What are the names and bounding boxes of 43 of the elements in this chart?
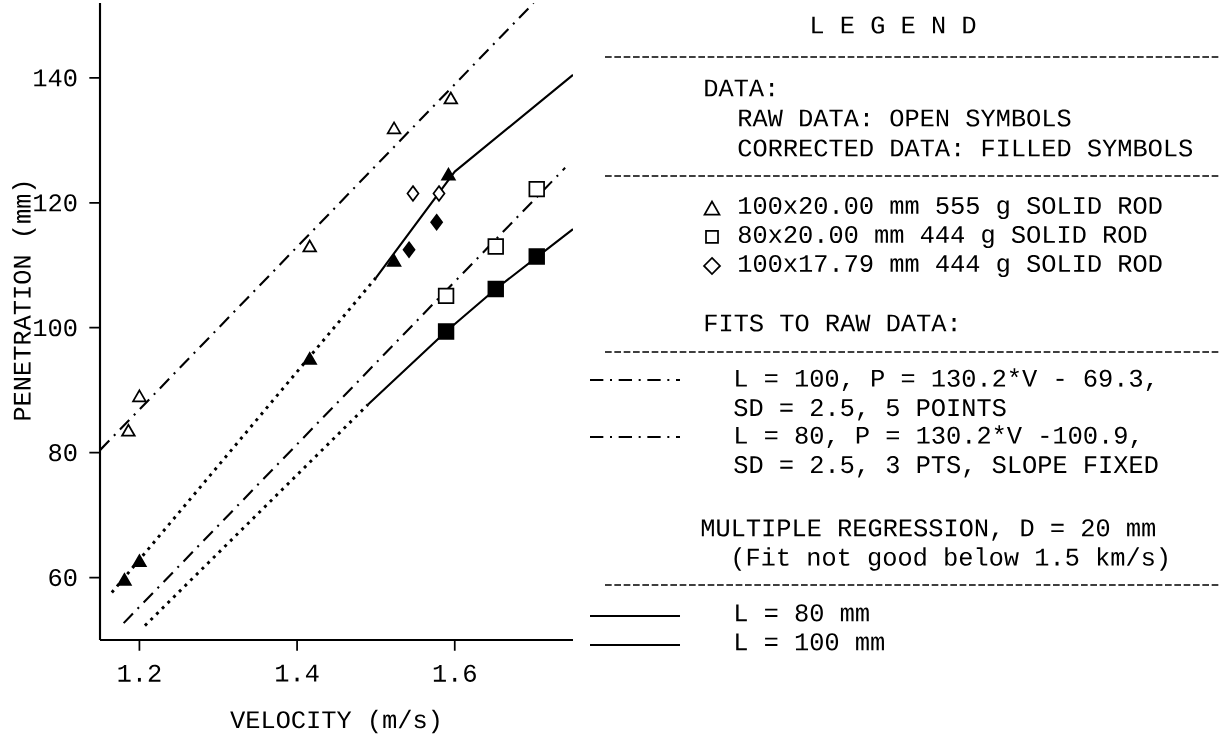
point xyxy=(302,352,317,365)
point xyxy=(441,167,456,181)
x-tick-label: 1.4 xyxy=(276,664,319,682)
point xyxy=(117,573,132,586)
point xyxy=(302,239,317,253)
legend-label: L = 80 mm xyxy=(736,604,869,622)
legend-label: L = 100 mm xyxy=(736,633,884,651)
point xyxy=(432,185,446,202)
x-axis-title: VELOCITY (m/s) xyxy=(230,709,439,734)
point xyxy=(528,180,545,198)
x-tick-label: 1.2 xyxy=(118,664,161,682)
y-tick-label: 80 xyxy=(49,444,77,462)
point xyxy=(487,280,504,298)
text: CORRECTED DATA: FILLED SYMBOLS xyxy=(738,139,1193,157)
text: FITS TO RAW DATA: xyxy=(705,314,956,332)
text: (Fit not good below 1.5 km/s) xyxy=(734,547,1167,571)
legend-label: 100x20.00 mm 555 g SOLID ROD xyxy=(739,196,1162,220)
legend-label: L = 80, P = 130.2*V -100.9, SD = 2.5, 3 PTS, SLOPE FIXED xyxy=(734,425,1158,478)
text: RAW DATA: OPEN SYMBOLS xyxy=(739,109,1071,127)
y-tick-label: 120 xyxy=(34,194,77,212)
point xyxy=(437,287,455,305)
point xyxy=(487,238,504,255)
y-tick-label: 100 xyxy=(34,319,77,337)
legend-label: 80x20.00 mm 444 g SOLID ROD xyxy=(738,225,1147,249)
point xyxy=(528,248,545,265)
point xyxy=(402,241,416,258)
point xyxy=(386,253,402,267)
point xyxy=(132,554,147,568)
legend-label: L = 100, P = 130.2*V - 69.3, SD = 2.5, 5 POINTS xyxy=(734,368,1153,421)
point xyxy=(443,91,459,105)
y-tick-label: 60 xyxy=(49,568,77,587)
legend-label: 100x17.79 mm 444 g SOLID ROD xyxy=(739,254,1162,278)
y-tick-label: 140 xyxy=(34,69,77,87)
point xyxy=(386,121,402,135)
point xyxy=(437,323,455,340)
point xyxy=(132,389,147,403)
text: DATA: xyxy=(705,79,774,97)
point xyxy=(121,423,136,437)
point xyxy=(406,185,420,202)
x-tick-label: 1.6 xyxy=(433,664,476,682)
point xyxy=(430,213,443,231)
text: MULTIPLE REGRESSION, D = 20 mm xyxy=(701,519,1155,541)
legend-title: L E G E N D xyxy=(812,16,976,34)
